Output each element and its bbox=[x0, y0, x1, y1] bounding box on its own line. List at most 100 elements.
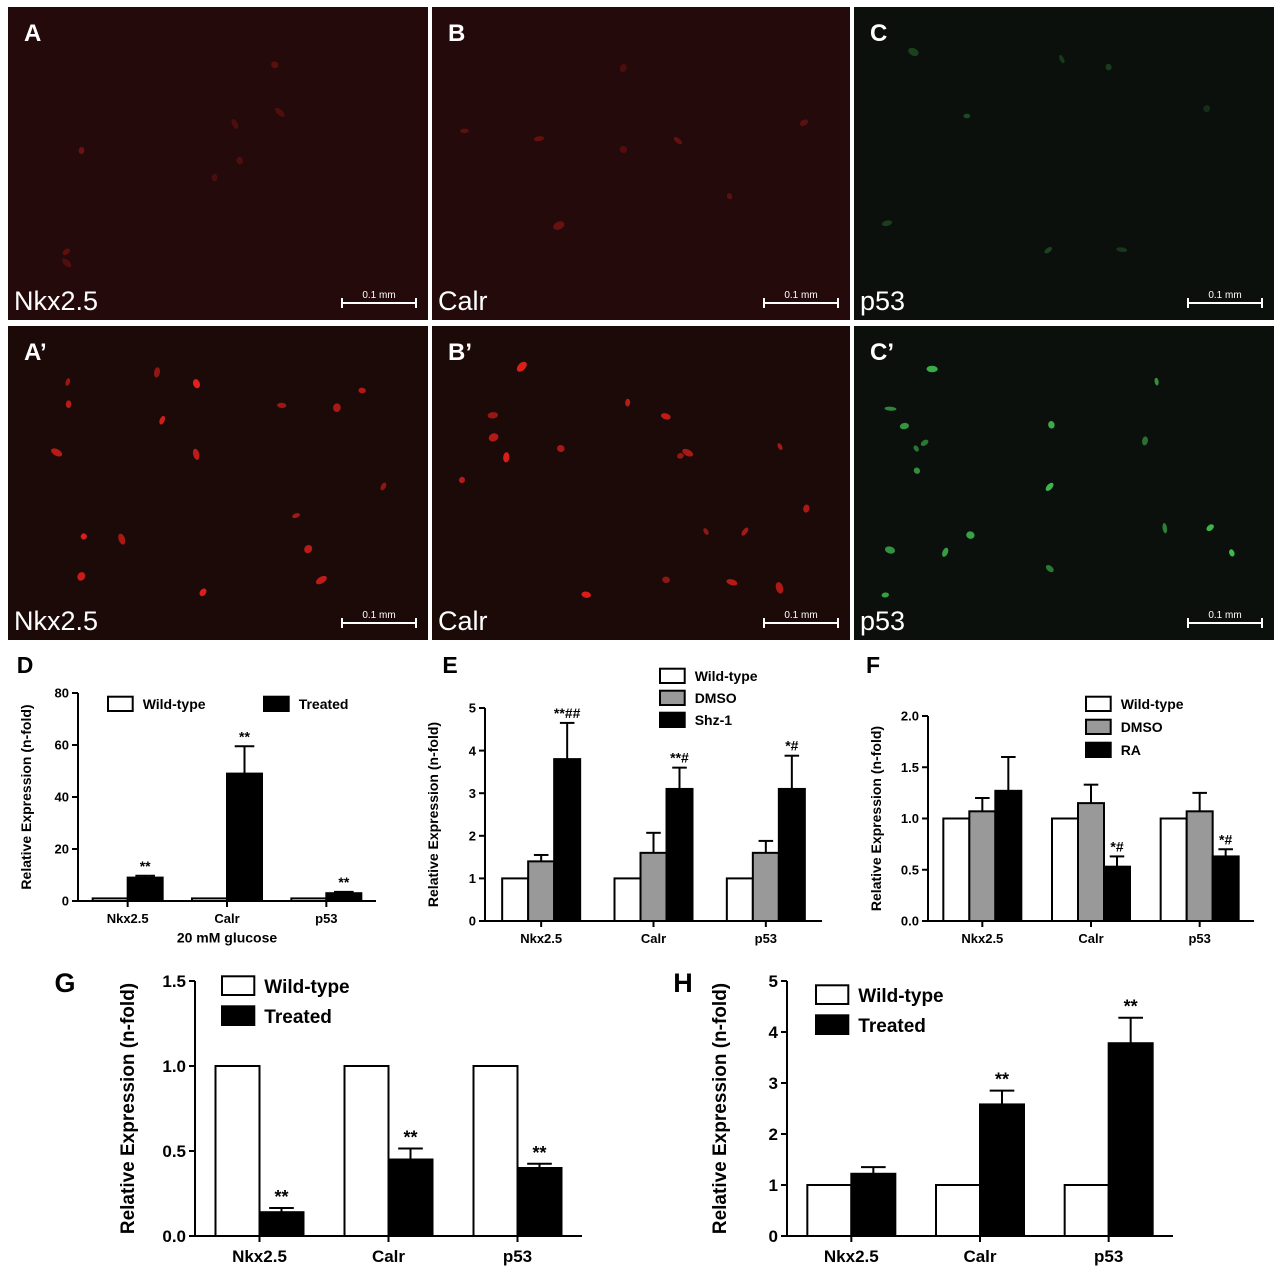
bar bbox=[126, 876, 164, 902]
y-tick-label: 5 bbox=[769, 972, 778, 991]
y-tick-label: 1.5 bbox=[162, 972, 186, 991]
significance-label: ** bbox=[1124, 997, 1138, 1017]
y-axis-label: Relative Expression (n-fold) bbox=[18, 704, 34, 889]
cell-mark bbox=[942, 547, 949, 557]
cell-mark bbox=[211, 174, 218, 182]
panel-letter: B’ bbox=[448, 339, 472, 366]
bar bbox=[527, 860, 556, 922]
y-tick-label: 0 bbox=[769, 1227, 778, 1246]
cell-mark bbox=[662, 576, 670, 584]
cell-mark bbox=[1105, 63, 1112, 71]
bar bbox=[1051, 817, 1079, 922]
scale-bar-label: 0.1 mm bbox=[362, 610, 395, 621]
legend-swatch bbox=[659, 689, 686, 707]
x-tick-label: Calr bbox=[1078, 931, 1103, 946]
cell-mark bbox=[726, 193, 733, 200]
cell-mark bbox=[458, 476, 466, 484]
y-tick-label: 2 bbox=[469, 828, 476, 843]
y-tick-label: 60 bbox=[55, 738, 69, 753]
legend-label: DMSO bbox=[1121, 719, 1163, 735]
cell-mark bbox=[333, 403, 341, 412]
significance-label: ** bbox=[532, 1143, 546, 1163]
micrograph-background bbox=[854, 326, 1274, 640]
bar bbox=[1103, 865, 1131, 922]
micrograph-2: B Calr 0.1 mm bbox=[432, 7, 850, 320]
bar bbox=[1107, 1042, 1154, 1237]
cell-mark bbox=[1045, 564, 1054, 573]
panel-letter: A’ bbox=[24, 339, 47, 366]
bar bbox=[979, 1103, 1025, 1238]
y-axis-label: Relative Expression (n-fold) bbox=[118, 983, 139, 1234]
significance-label: ** bbox=[239, 728, 250, 744]
y-tick-label: 5 bbox=[469, 701, 476, 716]
bar bbox=[942, 817, 971, 922]
bar bbox=[1211, 855, 1240, 922]
x-tick-label: Calr bbox=[214, 911, 239, 926]
cell-mark bbox=[913, 467, 921, 474]
y-tick-label: 1.0 bbox=[901, 811, 919, 826]
cell-mark bbox=[358, 387, 366, 394]
legend-swatch bbox=[815, 984, 850, 1005]
bar bbox=[751, 851, 780, 923]
legend-swatch bbox=[1085, 741, 1112, 759]
micrograph-6: C’ p53 0.1 mm bbox=[854, 326, 1274, 640]
x-tick-label: Calr bbox=[641, 931, 666, 946]
bar bbox=[343, 1065, 390, 1237]
x-tick-label: Nkx2.5 bbox=[961, 931, 1003, 946]
bar bbox=[290, 897, 328, 903]
cell-mark bbox=[1045, 482, 1054, 491]
bar bbox=[472, 1065, 519, 1237]
cell-mark bbox=[62, 258, 72, 268]
significance-label: ** bbox=[274, 1187, 288, 1207]
legend-swatch bbox=[659, 711, 686, 729]
micrograph-4: A’ Nkx2.5 0.1 mm bbox=[8, 326, 428, 640]
panel-letter: A bbox=[24, 20, 41, 47]
x-tick-label: Nkx2.5 bbox=[232, 1247, 287, 1266]
significance-label: ** bbox=[995, 1070, 1009, 1090]
y-tick-label: 4 bbox=[769, 1023, 779, 1042]
chart-g: G 0.0 0.5 1.0 1.5 Relative Expression (n-fold… bbox=[54, 968, 582, 1266]
panel-letter: C bbox=[870, 20, 887, 47]
legend-label: DMSO bbox=[695, 690, 737, 706]
legend-label: Wild-type bbox=[143, 696, 206, 712]
chart-panel-letter: G bbox=[54, 968, 75, 998]
cell-mark bbox=[192, 448, 200, 460]
cell-mark bbox=[963, 113, 971, 119]
bar bbox=[725, 877, 754, 923]
micrograph-1: A Nkx2.5 0.1 mm bbox=[8, 7, 428, 320]
cell-mark bbox=[118, 533, 126, 545]
legend-swatch bbox=[1085, 718, 1112, 736]
x-tick-label: Nkx2.5 bbox=[520, 931, 562, 946]
panel-letter: B bbox=[448, 20, 465, 47]
micrograph-background bbox=[8, 7, 428, 320]
x-tick-label: Nkx2.5 bbox=[107, 911, 149, 926]
significance-label: *# bbox=[1110, 838, 1123, 854]
legend-label: Wild-type bbox=[264, 977, 349, 998]
stain-label: Calr bbox=[438, 606, 488, 636]
y-tick-label: 0.0 bbox=[162, 1227, 186, 1246]
cell-mark bbox=[726, 579, 738, 586]
cell-mark bbox=[304, 544, 313, 554]
chart-panel-letter: D bbox=[17, 652, 34, 678]
bar bbox=[214, 1065, 261, 1237]
cell-mark bbox=[236, 156, 243, 165]
cell-mark bbox=[920, 439, 929, 446]
cell-mark bbox=[1048, 421, 1055, 429]
scale-bar-label: 0.1 mm bbox=[1208, 610, 1241, 621]
bar bbox=[994, 789, 1023, 923]
y-tick-label: 1 bbox=[469, 871, 476, 886]
bar bbox=[850, 1172, 897, 1238]
bar bbox=[226, 772, 263, 902]
bar bbox=[968, 810, 997, 923]
cell-mark bbox=[553, 221, 565, 230]
micrograph-5: B’ Calr 0.1 mm bbox=[432, 326, 850, 640]
bar bbox=[639, 851, 668, 923]
cell-mark bbox=[1154, 377, 1159, 386]
cell-mark bbox=[703, 528, 709, 535]
x-tick-label: p53 bbox=[1094, 1247, 1123, 1266]
legend-label: Wild-type bbox=[695, 668, 758, 684]
cell-mark bbox=[581, 591, 591, 598]
cell-mark bbox=[913, 445, 919, 452]
